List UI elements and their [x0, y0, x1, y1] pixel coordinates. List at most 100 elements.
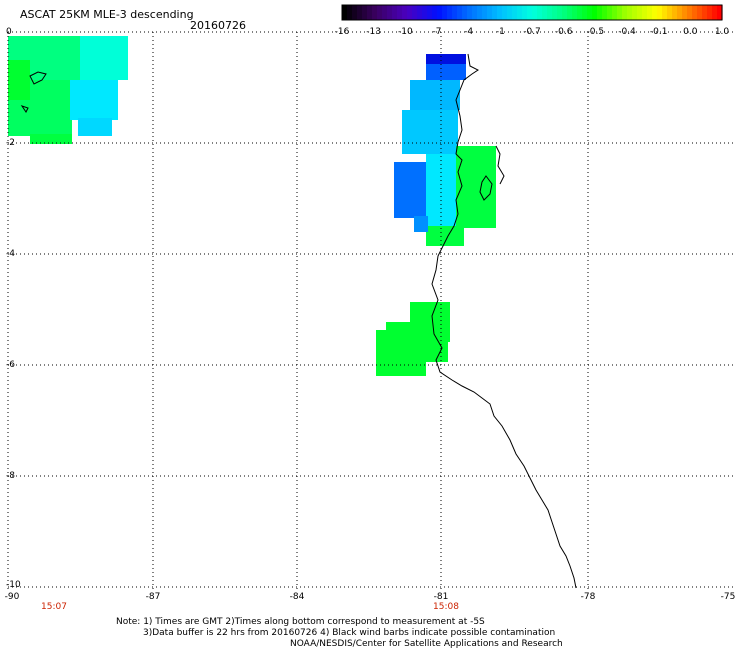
colorbar-segment [472, 5, 478, 20]
colorbar-segment [582, 5, 588, 20]
lat-label-10s: -10 [6, 580, 21, 590]
colorbar-label: -0.7 [523, 27, 541, 37]
colorbar-label: 1.0 [714, 27, 730, 37]
lon-label-81w: -81 [433, 592, 449, 602]
colorbar-segment [642, 5, 648, 20]
lat-label-4s: -4 [6, 249, 15, 259]
colorbar-segment [507, 5, 513, 20]
colorbar-segment [382, 5, 388, 20]
colorbar-label: -0.6 [554, 27, 573, 37]
colorbar-segment [442, 5, 448, 20]
colorbar-segment [392, 5, 398, 20]
colorbar-segment [412, 5, 418, 20]
colorbar-segment [457, 5, 463, 20]
data-patch [414, 216, 428, 232]
colorbar-segment [347, 5, 353, 20]
colorbar-segment [587, 5, 593, 20]
colorbar-segment [622, 5, 628, 20]
colorbar-segment [407, 5, 413, 20]
colorbar-segment [342, 5, 348, 20]
colorbar-segment [672, 5, 678, 20]
map-date: 20160726 [190, 19, 246, 32]
colorbar-segment [687, 5, 693, 20]
colorbar-segment [537, 5, 543, 20]
colorbar-segment [717, 5, 723, 20]
colorbar-segment [542, 5, 548, 20]
colorbar-segment [417, 5, 423, 20]
colorbar-segment [627, 5, 633, 20]
colorbar-segment [422, 5, 428, 20]
colorbar-segment [612, 5, 618, 20]
colorbar-segment [572, 5, 578, 20]
time-label-center: 15:08 [433, 602, 459, 612]
colorbar-segment [637, 5, 643, 20]
colorbar-segment [477, 5, 483, 20]
colorbar-segment [667, 5, 673, 20]
colorbar-segment [522, 5, 528, 20]
colorbar-segment [367, 5, 373, 20]
colorbar-segment [652, 5, 658, 20]
colorbar-segment [567, 5, 573, 20]
colorbar-segment [597, 5, 603, 20]
lon-label-75w: -75 [720, 592, 736, 602]
colorbar-segment [632, 5, 638, 20]
colorbar-segment [377, 5, 383, 20]
data-patch [426, 226, 464, 246]
colorbar-segment [707, 5, 713, 20]
data-patch [376, 330, 388, 376]
colorbar-label: -16 [334, 27, 350, 37]
colorbar-segment [452, 5, 458, 20]
colorbar-segment [547, 5, 553, 20]
colorbar-label: -7 [432, 27, 442, 37]
colorbar-segment [562, 5, 568, 20]
data-patch [402, 110, 458, 154]
lat-label-0: 0 [6, 27, 12, 37]
data-patch [386, 322, 426, 376]
colorbar-segment [467, 5, 473, 20]
colorbar-segment [712, 5, 718, 20]
data-patch [426, 54, 466, 64]
lat-label-8s: -8 [6, 471, 15, 481]
lon-label-84w: -84 [289, 592, 305, 602]
data-patch [70, 80, 118, 120]
colorbar-segment [402, 5, 408, 20]
colorbar-segment [617, 5, 623, 20]
map-title: ASCAT 25KM MLE-3 descending [20, 8, 194, 21]
data-patch [80, 36, 128, 80]
colorbar-segment [502, 5, 508, 20]
colorbar-segment [497, 5, 503, 20]
data-patch [8, 60, 30, 100]
colorbar-segment [527, 5, 533, 20]
lon-label-78w: -78 [580, 592, 596, 602]
colorbar-label: -0.1 [649, 27, 668, 37]
colorbar-label: 0.0 [683, 27, 698, 37]
data-patch [424, 340, 448, 362]
lon-label-87w: -87 [145, 592, 161, 602]
colorbar-segment [372, 5, 378, 20]
data-patch [426, 64, 466, 80]
lat-label-6s: -6 [6, 360, 15, 370]
colorbar-border [341, 4, 723, 21]
colorbar-segment [397, 5, 403, 20]
colorbar-segment [492, 5, 498, 20]
colorbar-segment [692, 5, 698, 20]
note-line-2: 3)Data buffer is 22 hrs from 20160726 4)… [143, 628, 556, 638]
colorbar-segment [657, 5, 663, 20]
colorbar-segment [462, 5, 468, 20]
colorbar-label: -13 [366, 27, 382, 37]
colorbar-segment [437, 5, 443, 20]
colorbar-segment [482, 5, 488, 20]
colorbar-segment [362, 5, 368, 20]
colorbar-label: -4 [464, 27, 474, 37]
colorbar-label: -0.5 [586, 27, 605, 37]
colorbar-segment [602, 5, 608, 20]
data-patch [410, 80, 460, 110]
colorbar-segment [677, 5, 683, 20]
colorbar [341, 4, 723, 21]
colorbar-label: -0.4 [618, 27, 636, 37]
colorbar-segment [647, 5, 653, 20]
grid-lines [8, 31, 735, 590]
colorbar-segment [702, 5, 708, 20]
colorbar-segment [432, 5, 438, 20]
